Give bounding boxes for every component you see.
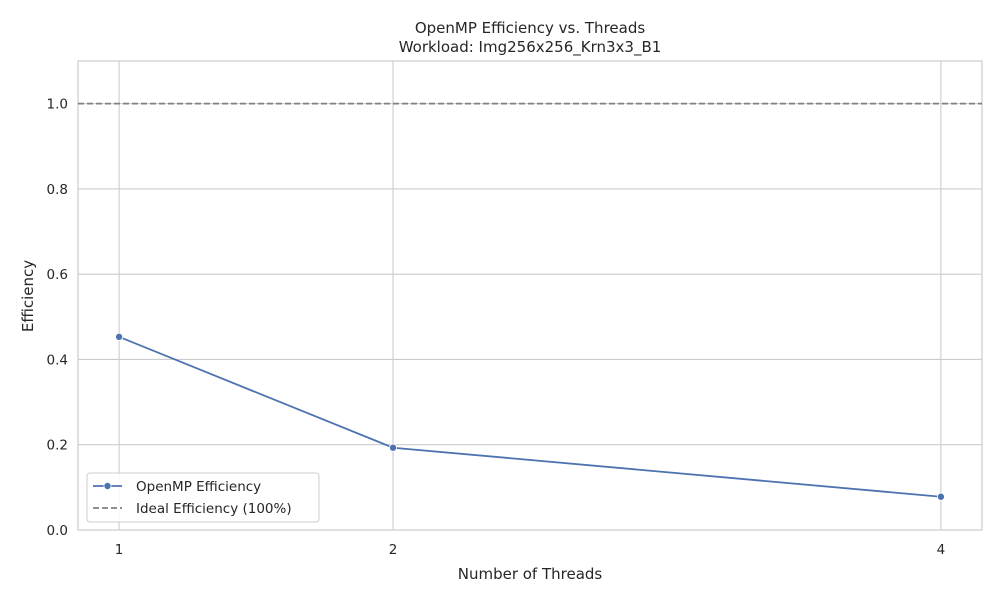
legend-marker-openmp-efficiency [103, 481, 112, 490]
x-tick-labels: 1 2 4 [115, 542, 945, 558]
data-point [115, 332, 124, 341]
y-tick-label: 0.4 [47, 352, 68, 368]
y-tick-label: 1.0 [47, 97, 68, 113]
legend-label-openmp-efficiency: OpenMP Efficiency [136, 479, 261, 495]
y-tick-label: 0.8 [47, 182, 68, 198]
legend-item-ideal-efficiency: Ideal Efficiency (100%) [93, 501, 292, 517]
data-point [936, 492, 945, 501]
y-tick-label: 0.0 [47, 523, 68, 539]
legend: OpenMP Efficiency Ideal Efficiency (100%… [86, 472, 320, 523]
x-tick-label: 2 [389, 542, 398, 558]
y-tick-label: 0.2 [47, 438, 68, 454]
x-tick-label: 1 [115, 542, 124, 558]
plot-area [77, 60, 983, 531]
legend-box [86, 472, 320, 523]
chart-subtitle: Workload: Img256x256_Krn3x3_B1 [399, 38, 662, 57]
y-tick-labels: 0.0 0.2 0.4 0.6 0.8 1.0 [47, 97, 68, 539]
data-points [115, 332, 945, 501]
x-axis-label: Number of Threads [458, 565, 603, 583]
x-tick-label: 4 [937, 542, 946, 558]
y-tick-label: 0.6 [47, 267, 68, 283]
y-axis-label: Efficiency [19, 260, 37, 332]
chart-title: OpenMP Efficiency vs. Threads [415, 19, 646, 37]
data-point [389, 443, 398, 452]
legend-label-ideal-efficiency: Ideal Efficiency (100%) [136, 501, 292, 517]
legend-item-openmp-efficiency: OpenMP Efficiency [93, 479, 261, 495]
